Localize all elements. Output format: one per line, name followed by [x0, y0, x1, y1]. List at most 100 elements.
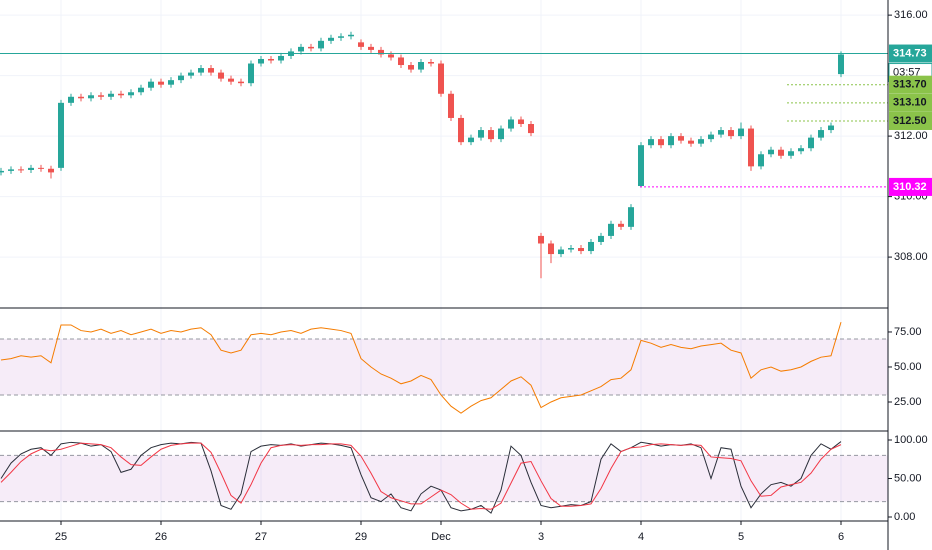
candle-body	[488, 130, 494, 140]
price-label-box	[889, 177, 932, 196]
candle-body	[58, 102, 64, 168]
candle-body	[78, 96, 84, 99]
y-tick-label: 308.00	[894, 251, 928, 263]
price-label: 313.10	[893, 97, 927, 109]
x-tick-label: 26	[155, 531, 167, 543]
candle-body	[128, 92, 134, 96]
candle-body	[98, 95, 104, 97]
candle-body	[678, 136, 684, 141]
y-tick-label: 316.00	[894, 9, 928, 21]
candle-body	[248, 63, 254, 84]
candle-body	[108, 93, 114, 97]
price-label: 313.70	[893, 79, 927, 91]
candle-body	[518, 119, 524, 125]
candle-body	[238, 81, 244, 84]
candle-body	[428, 62, 434, 64]
candle-body	[208, 68, 214, 73]
candle-body	[138, 87, 144, 93]
x-tick-label: Dec	[431, 531, 451, 543]
candle-body	[408, 65, 414, 70]
candle-body	[688, 140, 694, 144]
candle-body	[568, 248, 574, 250]
candle-body	[308, 46, 314, 49]
candle-body	[498, 128, 504, 140]
indicator-line	[0, 442, 842, 510]
candle-body	[0, 170, 4, 173]
candle-body	[598, 235, 604, 242]
candle-body	[578, 248, 584, 252]
candle-body	[218, 72, 224, 79]
x-tick-label: 4	[638, 531, 644, 543]
candle-body	[778, 149, 784, 156]
candle-body	[838, 54, 844, 75]
candle-body	[758, 154, 764, 167]
candle-body	[18, 169, 24, 171]
candle-body	[398, 57, 404, 66]
candle-body	[788, 151, 794, 156]
candle-body	[418, 62, 424, 70]
price-label: 312.50	[893, 115, 927, 127]
indicator-line	[0, 441, 842, 514]
countdown: 03:57	[893, 66, 921, 78]
candle-body	[528, 124, 534, 134]
candle-body	[228, 78, 234, 82]
candle-body	[548, 243, 554, 255]
y-tick-label: 0.00	[894, 511, 915, 523]
candle-body	[318, 40, 324, 49]
price-label-box	[889, 44, 932, 63]
candle-body	[468, 137, 474, 143]
candle-body	[198, 68, 204, 73]
candle-body	[378, 49, 384, 55]
candle-body	[28, 167, 34, 170]
candle-body	[438, 63, 444, 94]
candle-body	[178, 75, 184, 81]
x-tick-label: 6	[838, 531, 844, 543]
candle-body	[638, 145, 644, 187]
candle-body	[338, 36, 344, 38]
candle-body	[478, 130, 484, 138]
candle-body	[458, 117, 464, 143]
candle-body	[628, 207, 634, 227]
candle-body	[448, 93, 454, 118]
candle-body	[38, 167, 44, 169]
candle-body	[768, 149, 774, 155]
price-label: 314.73	[893, 47, 927, 59]
candle-body	[158, 81, 164, 85]
candle-body	[558, 249, 564, 255]
candle-body	[88, 95, 94, 99]
candle-body	[188, 72, 194, 76]
x-tick-label: 25	[55, 531, 67, 543]
candle-body	[648, 139, 654, 146]
candle-body	[268, 58, 274, 61]
candle-body	[618, 223, 624, 227]
candle-body	[658, 139, 664, 146]
y-tick-label: 50.00	[894, 361, 922, 373]
price-label: 310.32	[893, 181, 927, 193]
x-tick-label: 29	[355, 531, 367, 543]
candle-body	[148, 81, 154, 88]
candle-body	[748, 128, 754, 167]
candle-body	[508, 119, 514, 129]
candle-body	[718, 130, 724, 135]
candle-body	[828, 125, 834, 131]
candle-body	[798, 148, 804, 152]
candle-body	[668, 136, 674, 146]
candle-body	[588, 241, 594, 252]
price-label-box	[889, 93, 932, 112]
y-tick-label: 75.00	[894, 326, 922, 338]
y-tick-label: 25.00	[894, 396, 922, 408]
band-fill	[0, 455, 888, 502]
candle-body	[328, 37, 334, 41]
candle-body	[538, 235, 544, 244]
candle-body	[708, 134, 714, 140]
price-label-box	[889, 75, 932, 94]
x-tick-label: 5	[738, 531, 744, 543]
candle-body	[728, 130, 734, 137]
candle-body	[818, 130, 824, 138]
y-tick-label: 100.00	[894, 434, 928, 446]
candle-body	[738, 128, 744, 137]
candle-body	[168, 80, 174, 85]
